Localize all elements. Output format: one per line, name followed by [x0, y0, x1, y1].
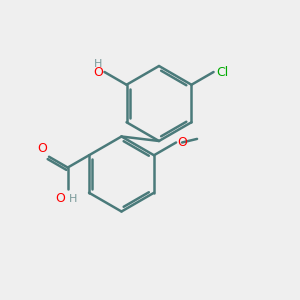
- Text: O: O: [38, 142, 47, 155]
- Text: O: O: [93, 65, 103, 79]
- Text: H: H: [69, 194, 78, 204]
- Text: O: O: [178, 136, 188, 149]
- Text: Cl: Cl: [216, 65, 228, 79]
- Text: O: O: [55, 192, 65, 205]
- Text: H: H: [94, 59, 102, 69]
